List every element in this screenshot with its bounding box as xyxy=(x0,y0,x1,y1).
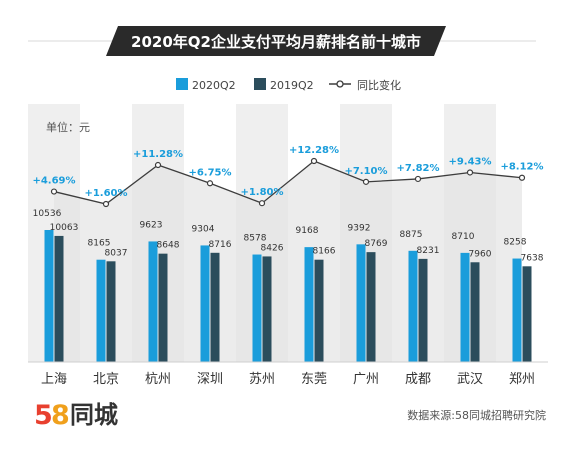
legend-label-2019q2: 2019Q2 xyxy=(270,79,314,92)
yoy-label: +11.28% xyxy=(133,149,183,160)
yoy-area xyxy=(54,161,522,362)
bar-value-label-2020q2: 9304 xyxy=(192,224,215,234)
yoy-label: +7.82% xyxy=(396,163,439,174)
yoy-points xyxy=(50,157,526,208)
unit-label: 单位：元 xyxy=(46,120,90,134)
bar-2019q2 xyxy=(158,253,168,362)
bar-value-label-2019q2: 8716 xyxy=(209,240,232,250)
category-label: 深圳 xyxy=(197,372,223,387)
bar-value-label-2019q2: 7638 xyxy=(521,253,544,263)
bar-value-label-2020q2: 9392 xyxy=(348,223,371,233)
category-label: 郑州 xyxy=(509,372,535,387)
category-label: 成都 xyxy=(405,372,431,387)
yoy-label: +6.75% xyxy=(188,167,231,178)
bar-2019q2 xyxy=(470,262,480,362)
bar-value-label-2020q2: 9168 xyxy=(296,226,319,236)
bar-2019q2 xyxy=(210,252,220,362)
bar-value-label-2020q2: 9623 xyxy=(140,220,163,230)
legend-line-marker xyxy=(336,80,344,88)
yoy-point xyxy=(518,174,526,181)
yoy-label: +4.69% xyxy=(32,176,75,187)
yoy-point xyxy=(310,157,318,165)
category-labels: 上海 北京 杭州 深圳 苏州 东莞 广州 成都 武汉 郑州 xyxy=(41,371,535,387)
bars xyxy=(44,230,532,362)
bar-2020q2 xyxy=(148,241,158,362)
bar-2019q2 xyxy=(54,235,64,362)
bar-2020q2 xyxy=(44,230,54,362)
chart-title: 2020年Q2企业支付平均月薪排名前十城市 xyxy=(131,33,421,51)
brand-logo-5: 5 xyxy=(34,400,53,431)
bar-value-label-2019q2: 10063 xyxy=(50,223,79,233)
yoy-point xyxy=(466,169,474,176)
bar-2020q2 xyxy=(304,247,314,362)
yoy-point xyxy=(50,188,58,195)
bar-2019q2 xyxy=(314,259,324,362)
bar-value-label-2019q2: 8166 xyxy=(313,247,336,257)
brand-logo-text: 同城 xyxy=(70,401,118,429)
brand-logo-8: 8 xyxy=(51,400,70,431)
category-label: 武汉 xyxy=(457,372,483,387)
legend-label-yoy: 同比变化 xyxy=(357,78,401,92)
bar-2020q2 xyxy=(460,252,470,362)
bar-value-label-2020q2: 10536 xyxy=(33,209,62,219)
bar-2019q2 xyxy=(522,266,532,362)
yoy-point xyxy=(414,175,422,183)
bar-value-label-2020q2: 8578 xyxy=(244,234,267,244)
legend: 2020Q2 2019Q2 同比变化 xyxy=(176,78,401,92)
yoy-line xyxy=(53,160,523,205)
legend-swatch-2020q2 xyxy=(176,78,188,90)
category-label: 广州 xyxy=(353,372,379,387)
category-label: 上海 xyxy=(41,372,67,387)
yoy-label: +1.60% xyxy=(84,188,127,199)
bar-value-label-2019q2: 7960 xyxy=(469,249,492,259)
bar-2019q2 xyxy=(262,256,272,362)
bar-value-label-2019q2: 8037 xyxy=(105,248,128,258)
title-banner: 2020年Q2企业支付平均月薪排名前十城市 xyxy=(28,26,536,56)
bar-value-label-2020q2: 8710 xyxy=(452,232,475,242)
yoy-point xyxy=(362,178,370,185)
yoy-point xyxy=(258,200,266,207)
source-note: 数据来源:58同城招聘研究院 xyxy=(407,408,546,422)
bar-value-label-2020q2: 8875 xyxy=(400,230,423,240)
yoy-label: +8.12% xyxy=(500,162,543,173)
bar-2020q2 xyxy=(408,250,418,362)
yoy-point xyxy=(154,161,162,169)
yoy-point xyxy=(206,180,214,187)
bar-value-label-2020q2: 8165 xyxy=(88,239,111,249)
legend-label-2020q2: 2020Q2 xyxy=(192,79,236,92)
bar-value-label-2019q2: 8426 xyxy=(261,243,284,253)
category-label: 苏州 xyxy=(249,371,275,387)
yoy-label: +7.10% xyxy=(344,166,387,177)
bar-2020q2 xyxy=(252,254,262,362)
yoy-label: +12.28% xyxy=(289,145,339,156)
bar-2020q2 xyxy=(512,258,522,362)
legend-swatch-2019q2 xyxy=(254,78,266,90)
category-label: 东莞 xyxy=(301,372,327,387)
bar-2020q2 xyxy=(96,259,106,362)
bar-2019q2 xyxy=(366,252,376,362)
bar-2020q2 xyxy=(356,244,366,362)
category-label: 杭州 xyxy=(145,372,171,387)
yoy-label: +1.80% xyxy=(240,187,283,198)
bar-value-label-2020q2: 8258 xyxy=(504,238,527,248)
bar-2020q2 xyxy=(200,245,210,362)
yoy-point xyxy=(102,200,110,208)
yoy-label: +9.43% xyxy=(448,156,491,167)
brand-logo: 5 8 同城 xyxy=(34,400,118,431)
category-label: 北京 xyxy=(93,372,119,387)
bar-value-label-2019q2: 8769 xyxy=(365,239,388,249)
bar-value-label-2019q2: 8648 xyxy=(157,241,180,251)
bar-2019q2 xyxy=(418,258,428,362)
bar-2019q2 xyxy=(106,261,116,362)
bar-value-label-2019q2: 8231 xyxy=(417,246,440,256)
